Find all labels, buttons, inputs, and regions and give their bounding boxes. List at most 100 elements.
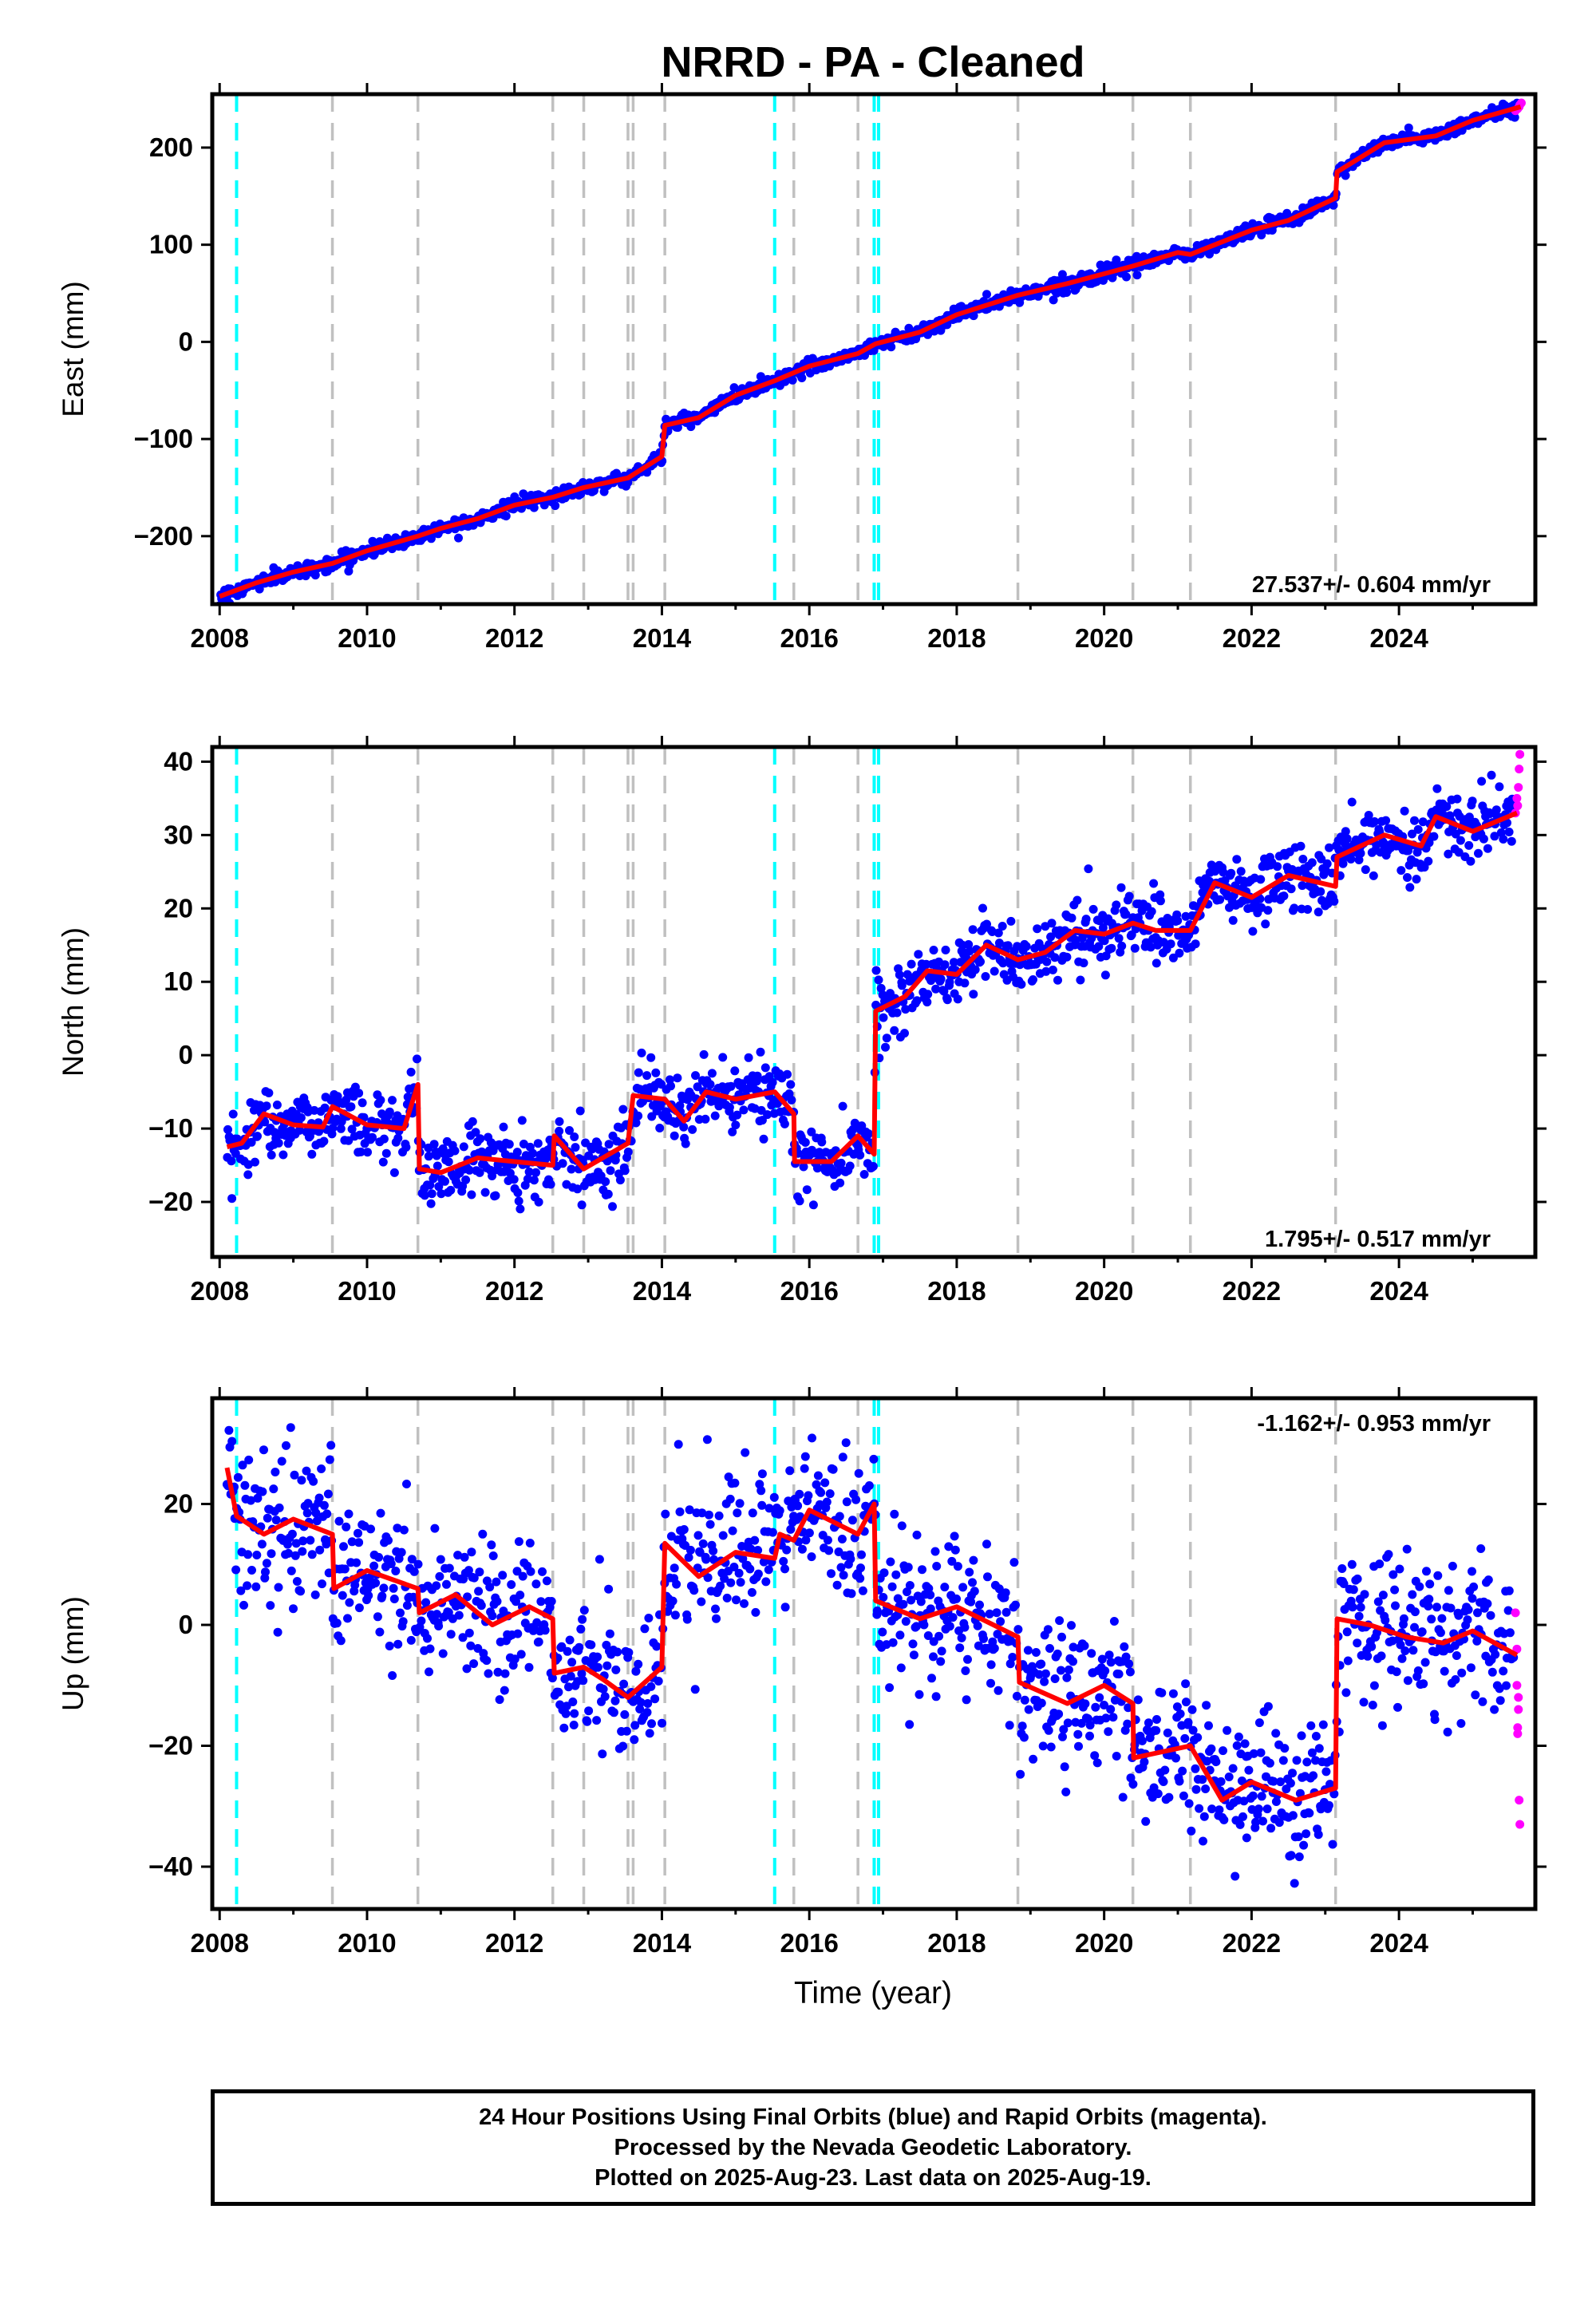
data-point <box>1146 943 1156 952</box>
data-point <box>864 1481 874 1490</box>
data-point <box>950 1545 960 1555</box>
data-point <box>579 1606 589 1615</box>
data-point <box>646 1053 656 1062</box>
data-point <box>1338 859 1348 868</box>
data-point <box>1495 1684 1504 1694</box>
data-point <box>1188 1725 1198 1735</box>
data-point <box>1168 953 1178 962</box>
data-point <box>1324 1800 1333 1810</box>
data-point <box>1433 1571 1443 1580</box>
data-point <box>1095 1693 1104 1702</box>
data-point <box>961 1666 970 1675</box>
data-point <box>227 1194 237 1203</box>
data-point <box>733 1508 742 1518</box>
data-point <box>892 1008 902 1018</box>
data-point <box>1292 1756 1302 1765</box>
data-point <box>618 1741 628 1751</box>
data-point <box>824 1546 834 1555</box>
data-point <box>982 919 991 929</box>
data-point <box>622 1726 631 1736</box>
data-point <box>363 1148 372 1157</box>
data-point <box>303 1499 313 1508</box>
data-point <box>305 1132 314 1141</box>
data-point <box>1005 1721 1014 1730</box>
data-point <box>879 1013 888 1022</box>
y-tick-label: 0 <box>179 326 193 356</box>
data-point <box>379 1134 389 1144</box>
data-point <box>768 1077 777 1087</box>
data-point <box>1180 1733 1190 1743</box>
data-point <box>272 1101 282 1109</box>
data-point <box>493 1667 503 1677</box>
plot-frame <box>210 92 1538 607</box>
data-point <box>979 1634 988 1643</box>
data-point <box>587 1144 597 1154</box>
data-point <box>1436 1628 1445 1638</box>
data-point <box>728 1526 737 1535</box>
data-point <box>1133 1695 1143 1705</box>
data-point <box>432 1581 441 1591</box>
data-point <box>955 1643 965 1653</box>
data-point <box>847 1516 857 1525</box>
data-point <box>1057 1666 1065 1675</box>
data-point <box>571 1143 580 1152</box>
data-point <box>555 1117 564 1126</box>
data-point <box>1405 883 1415 892</box>
data-point <box>1120 1642 1129 1651</box>
data-point <box>429 1140 439 1149</box>
data-point <box>298 1547 307 1556</box>
data-point <box>1041 922 1050 931</box>
data-point <box>1504 1586 1514 1595</box>
data-point <box>573 1184 583 1194</box>
data-point <box>1140 1757 1149 1767</box>
data-point <box>450 1146 460 1156</box>
data-point <box>923 990 933 999</box>
data-point <box>970 1587 979 1596</box>
data-point <box>1074 1741 1083 1751</box>
rapid-data-point <box>1515 749 1525 759</box>
data-point <box>1271 1797 1281 1806</box>
data-point <box>274 1583 283 1592</box>
data-point <box>1354 856 1364 864</box>
data-point <box>437 1189 446 1199</box>
data-point <box>1318 1720 1328 1729</box>
x-tick-label: 2010 <box>338 623 396 653</box>
data-point <box>1080 1699 1090 1709</box>
data-point <box>1294 1832 1303 1841</box>
data-point <box>1207 1804 1217 1814</box>
data-point <box>1168 1689 1178 1698</box>
data-point <box>575 1106 585 1116</box>
data-point <box>257 1539 267 1549</box>
data-point <box>808 1200 818 1210</box>
data-point <box>654 1677 663 1686</box>
data-point <box>467 1190 476 1199</box>
data-point <box>712 1614 721 1623</box>
data-point <box>512 1148 522 1157</box>
data-point <box>1274 1818 1284 1828</box>
data-point <box>577 1200 587 1210</box>
data-point <box>364 1591 373 1600</box>
data-point <box>424 1152 433 1161</box>
data-point <box>1403 1676 1412 1686</box>
data-point <box>874 975 883 985</box>
data-point <box>670 1131 679 1140</box>
data-point <box>764 1565 773 1575</box>
data-point <box>297 1476 306 1485</box>
data-point <box>1469 1582 1479 1591</box>
data-point <box>1361 865 1370 875</box>
data-point <box>1057 1632 1066 1642</box>
y-tick-label: 40 <box>164 746 193 776</box>
data-point <box>1248 927 1258 936</box>
rapid-data-point <box>1512 793 1522 803</box>
data-point <box>516 1650 526 1659</box>
data-point <box>289 1604 298 1614</box>
data-point <box>1502 1681 1511 1690</box>
data-point <box>536 1597 546 1607</box>
data-point <box>640 1624 650 1634</box>
data-point <box>1049 295 1058 305</box>
data-point <box>399 1525 409 1535</box>
data-point <box>1297 1731 1306 1741</box>
data-point <box>1159 938 1168 947</box>
data-point <box>982 290 991 299</box>
data-point <box>510 1654 519 1664</box>
